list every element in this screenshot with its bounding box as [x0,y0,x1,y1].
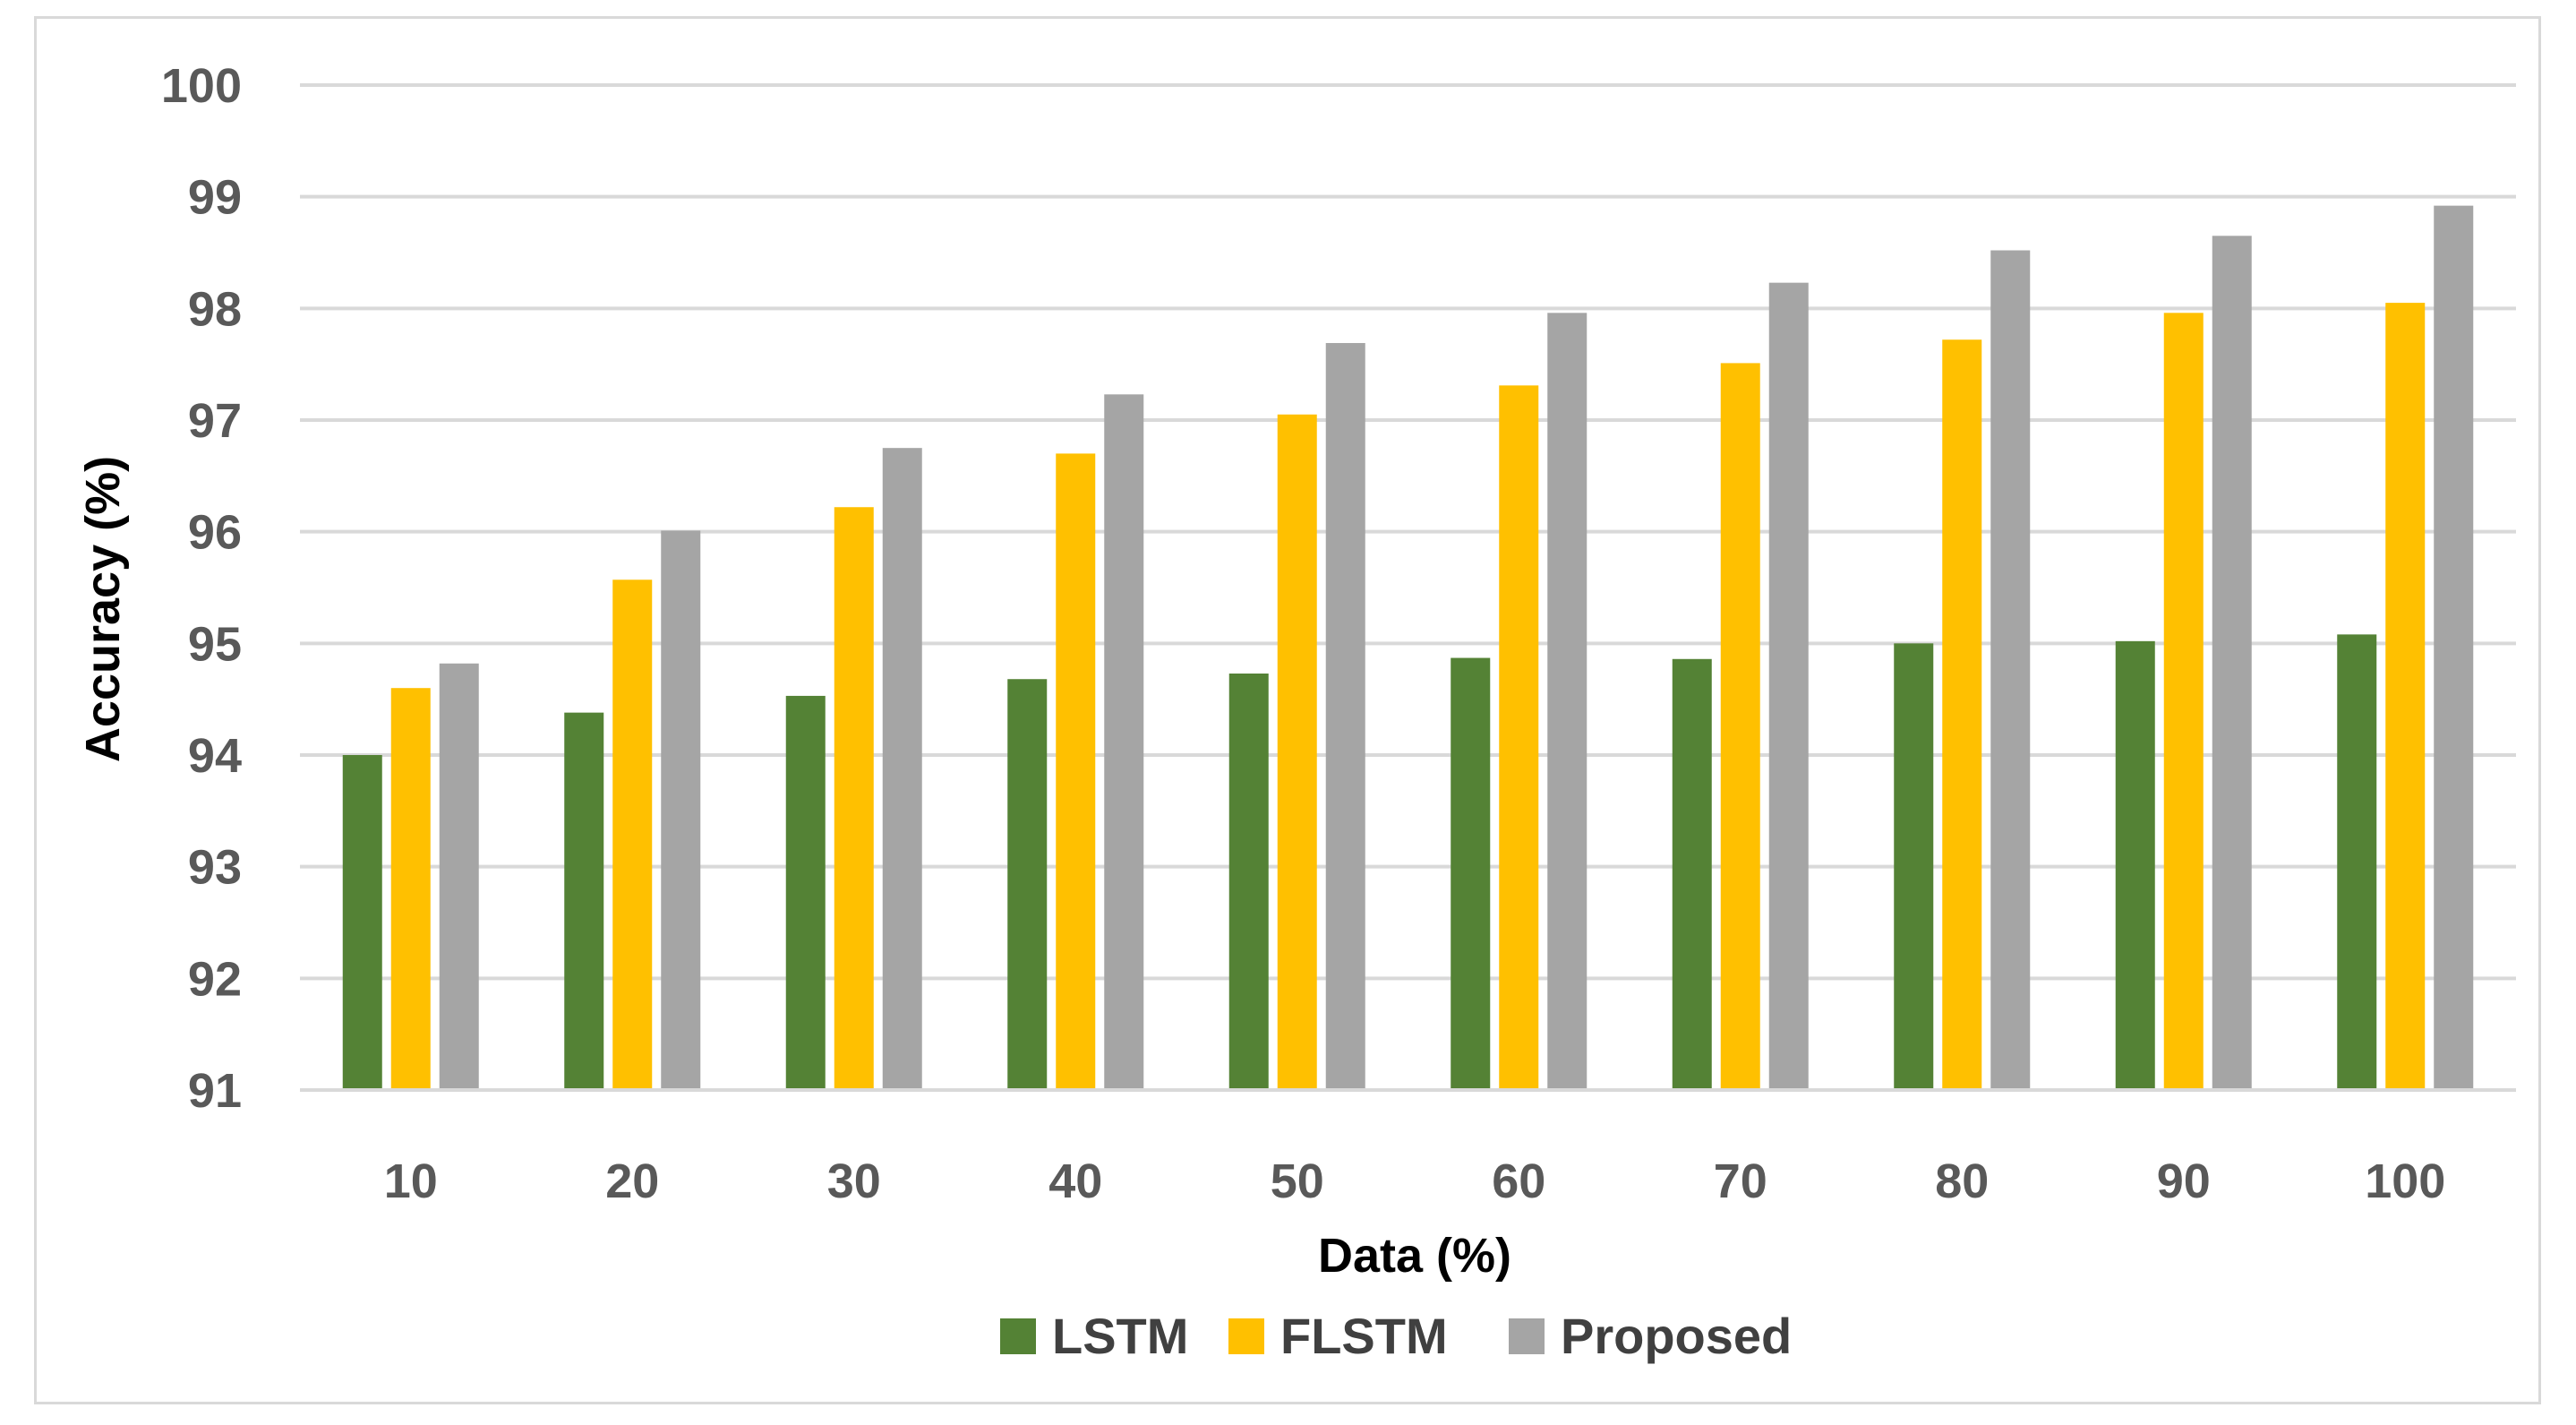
y-tick-label: 97 [188,394,242,448]
x-tick-label: 10 [384,1155,438,1208]
y-tick-label: 94 [188,729,242,783]
y-tick-label: 98 [188,282,242,336]
bar-lstm-20 [564,712,604,1090]
bar-lstm-70 [1672,658,1712,1090]
bar-proposed-20 [661,530,701,1090]
bar-lstm-40 [1007,679,1048,1090]
bar-flstm-30 [834,507,874,1090]
y-tick-label: 95 [188,617,242,671]
y-axis-title: Accuracy (%) [76,456,130,762]
legend-item-lstm: LSTM [1000,1308,1188,1364]
legend-swatch [1000,1318,1036,1354]
bar-lstm-50 [1228,673,1269,1090]
bar-proposed-60 [1547,313,1588,1090]
bars [300,205,2516,1092]
legend-label: Proposed [1561,1308,1792,1364]
bar-lstm-30 [785,695,826,1090]
bar-flstm-50 [1277,414,1317,1090]
bar-lstm-90 [2115,640,2155,1090]
x-tick-label: 100 [2365,1155,2445,1208]
bar-flstm-70 [1720,363,1760,1090]
legend-label: FLSTM [1280,1308,1448,1364]
bar-proposed-40 [1104,394,1144,1090]
legend: LSTM FLSTM Proposed [1000,1308,1792,1364]
y-tick-label: 100 [161,59,242,113]
y-tick-label: 99 [188,171,242,225]
bar-proposed-30 [882,448,922,1091]
x-tick-label: 90 [2157,1155,2211,1208]
bar-flstm-80 [1942,339,1982,1090]
legend-swatch [1228,1318,1264,1354]
bar-proposed-10 [439,663,479,1090]
legend-label: LSTM [1052,1308,1188,1364]
x-tick-label: 30 [827,1155,881,1208]
x-axis-title: Data (%) [1318,1229,1511,1283]
y-tick-label: 96 [188,506,242,560]
legend-swatch [1509,1318,1545,1354]
x-tick-label: 80 [1935,1155,1989,1208]
x-tick-label: 50 [1271,1155,1324,1208]
x-tick-label: 20 [605,1155,659,1208]
bar-lstm-60 [1451,657,1491,1090]
bar-proposed-50 [1325,342,1365,1091]
bar-lstm-80 [1894,643,1934,1090]
bar-flstm-20 [612,579,653,1090]
bar-lstm-10 [342,755,382,1090]
x-axis-ticks: 10 20 30 40 50 60 70 80 90 100 [384,1155,2446,1208]
y-tick-label: 93 [188,841,242,895]
y-tick-label: 91 [188,1064,242,1118]
x-tick-label: 40 [1048,1155,1102,1208]
bar-flstm-10 [390,688,431,1090]
bar-flstm-90 [2163,313,2204,1090]
bar-proposed-70 [1768,282,1809,1090]
y-axis-ticks: 100 99 98 97 96 95 94 93 92 91 [161,59,242,1118]
x-tick-label: 60 [1492,1155,1545,1208]
bar-flstm-60 [1499,385,1539,1090]
legend-item-proposed: Proposed [1509,1308,1792,1364]
y-tick-label: 92 [188,952,242,1006]
bar-proposed-80 [1990,250,2031,1090]
x-tick-label: 70 [1714,1155,1767,1208]
bar-lstm-100 [2337,634,2377,1090]
bar-flstm-40 [1056,453,1096,1090]
bar-proposed-90 [2212,236,2252,1090]
bar-flstm-100 [2385,303,2426,1091]
legend-item-flstm: FLSTM [1228,1308,1448,1364]
bar-proposed-100 [2434,205,2474,1090]
